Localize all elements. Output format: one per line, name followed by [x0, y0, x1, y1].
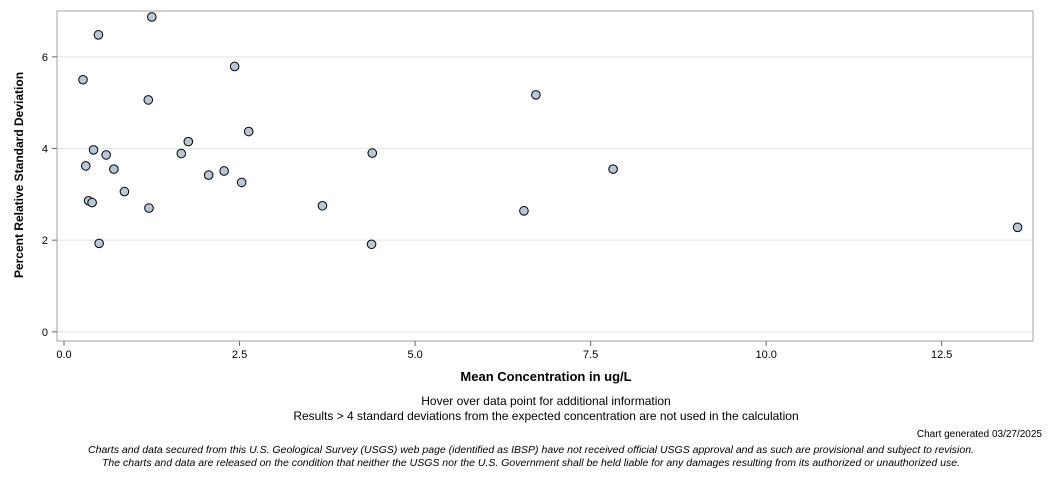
data-points [78, 12, 1023, 250]
data-point [366, 239, 377, 250]
data-point [229, 61, 240, 72]
data-point [519, 206, 529, 216]
data-point [176, 148, 187, 159]
data-point [203, 170, 214, 180]
data-point [236, 177, 247, 188]
data-point [183, 136, 194, 147]
exclusion-note: Results > 4 standard deviations from the… [293, 409, 799, 423]
data-point [109, 164, 119, 174]
x-tick-label: 0.0 [56, 349, 71, 361]
data-point [367, 148, 378, 158]
y-tick-label: 4 [42, 144, 48, 156]
x-tick-label: 12.5 [931, 349, 952, 361]
gridlines [57, 56, 1033, 333]
plot-area-frame [56, 10, 1034, 342]
y-tick-label: 2 [42, 235, 48, 247]
data-point [531, 90, 541, 100]
y-tick-label: 6 [42, 52, 48, 64]
data-point [87, 197, 97, 208]
data-point [1012, 222, 1023, 233]
chart-generated-date: Chart generated 03/27/2025 [916, 429, 1042, 440]
data-point [88, 145, 99, 155]
data-point [143, 95, 154, 105]
hover-note: Hover over data point for additional inf… [421, 394, 671, 408]
x-tick-label: 5.0 [407, 349, 422, 361]
x-tick-label: 2.5 [232, 349, 247, 361]
data-point [219, 166, 229, 176]
x-tick-label: 10.0 [755, 349, 776, 361]
data-point [144, 203, 154, 213]
data-point [78, 74, 88, 85]
y-axis: 0 2 4 6 [42, 52, 57, 339]
data-point [94, 238, 104, 249]
data-point [146, 12, 157, 22]
data-point [608, 164, 618, 174]
x-tick-label: 7.5 [583, 349, 598, 361]
data-point [101, 150, 111, 160]
data-point [119, 186, 130, 197]
y-axis-label: Percent Relative Standard Deviation [12, 71, 26, 279]
data-point [93, 30, 104, 40]
x-axis-label: Mean Concentration in ug/L [460, 369, 632, 384]
data-point [243, 126, 254, 137]
disclaimer-line-2: The charts and data are released on the … [102, 457, 960, 469]
disclaimer-line-1: Charts and data secured from this U.S. G… [88, 444, 974, 456]
x-axis: 0.0 2.5 5.0 7.5 10.0 12.5 [56, 341, 952, 361]
data-point [80, 161, 91, 171]
data-point [317, 200, 328, 211]
y-tick-label: 0 [42, 327, 48, 339]
